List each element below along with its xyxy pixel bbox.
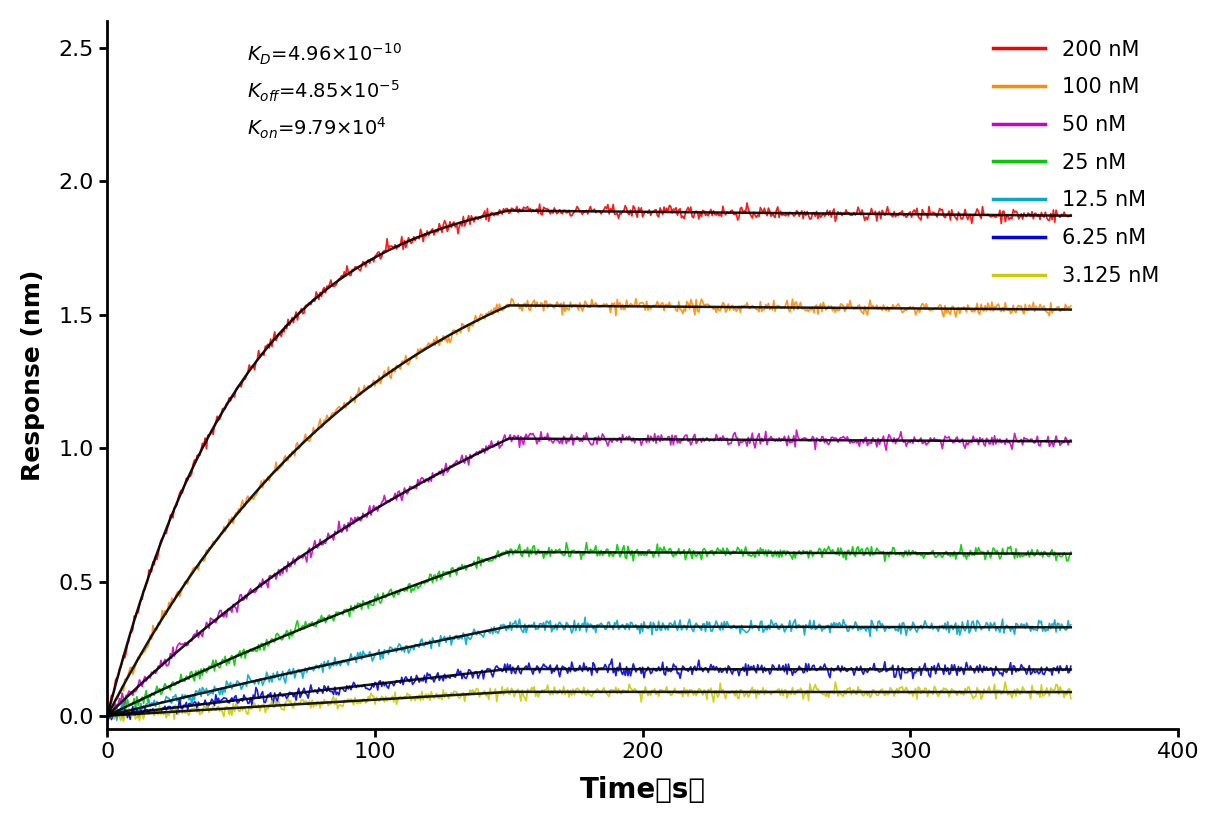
X-axis label: Time（s）: Time（s） xyxy=(580,776,705,804)
Y-axis label: Response (nm): Response (nm) xyxy=(21,269,45,481)
Text: $K_D$=4.96×10$^{-10}$
$K_{off}$=4.85×10$^{-5}$
$K_{on}$=9.79×10$^{4}$: $K_D$=4.96×10$^{-10}$ $K_{off}$=4.85×10$… xyxy=(246,42,401,141)
Legend: 200 nM, 100 nM, 50 nM, 25 nM, 12.5 nM, 6.25 nM, 3.125 nM: 200 nM, 100 nM, 50 nM, 25 nM, 12.5 nM, 6… xyxy=(985,31,1168,295)
